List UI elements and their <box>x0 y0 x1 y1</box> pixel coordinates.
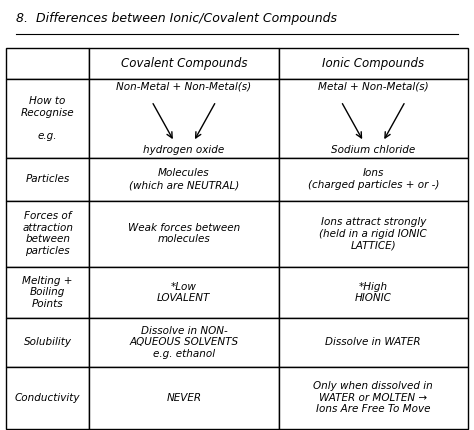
Bar <box>6 200 89 267</box>
Text: *Low
LOVALENT: *Low LOVALENT <box>157 282 210 303</box>
Bar <box>279 367 468 429</box>
Text: Dissolve in NON-
AQUEOUS SOLVENTS
e.g. ethanol: Dissolve in NON- AQUEOUS SOLVENTS e.g. e… <box>129 326 238 359</box>
Text: Covalent Compounds: Covalent Compounds <box>121 57 247 70</box>
Bar <box>6 48 89 79</box>
Bar <box>89 267 279 318</box>
Text: Dissolve in WATER: Dissolve in WATER <box>326 338 421 347</box>
Bar <box>6 367 89 429</box>
Bar <box>89 200 279 267</box>
Bar <box>89 158 279 200</box>
Bar <box>279 318 468 367</box>
Text: How to
Recognise

e.g.: How to Recognise e.g. <box>21 96 74 141</box>
Text: Molecules
(which are NEUTRAL): Molecules (which are NEUTRAL) <box>129 169 239 190</box>
Bar <box>279 200 468 267</box>
Text: Sodium chloride: Sodium chloride <box>331 145 415 155</box>
Bar <box>6 79 89 158</box>
Bar <box>6 267 89 318</box>
Bar <box>89 367 279 429</box>
Bar <box>279 79 468 158</box>
Text: Ionic Compounds: Ionic Compounds <box>322 57 424 70</box>
Bar <box>89 79 279 158</box>
Bar <box>89 318 279 367</box>
Text: Only when dissolved in
WATER or MOLTEN →
Ions Are Free To Move: Only when dissolved in WATER or MOLTEN →… <box>313 381 433 415</box>
Bar <box>279 158 468 200</box>
Text: NEVER: NEVER <box>166 393 201 403</box>
Text: Ions
(charged particles + or -): Ions (charged particles + or -) <box>308 169 439 190</box>
Bar <box>279 267 468 318</box>
Bar <box>279 48 468 79</box>
Bar <box>89 48 279 79</box>
Bar <box>6 318 89 367</box>
Text: Solubility: Solubility <box>24 338 72 347</box>
Text: *High
HIONIC: *High HIONIC <box>355 282 392 303</box>
Text: Conductivity: Conductivity <box>15 393 81 403</box>
Text: Weak forces between
molecules: Weak forces between molecules <box>128 223 240 244</box>
Text: Non-Metal + Non-Metal(s): Non-Metal + Non-Metal(s) <box>116 82 251 92</box>
Text: Melting +
Boiling
Points: Melting + Boiling Points <box>22 276 73 309</box>
Text: hydrogen oxide: hydrogen oxide <box>143 145 225 155</box>
Text: Ions attract strongly
(held in a rigid IONIC
LATTICE): Ions attract strongly (held in a rigid I… <box>319 217 427 250</box>
Bar <box>6 158 89 200</box>
Text: Particles: Particles <box>26 174 70 184</box>
Text: Metal + Non-Metal(s): Metal + Non-Metal(s) <box>318 82 428 92</box>
Text: 8.  Differences between Ionic/Covalent Compounds: 8. Differences between Ionic/Covalent Co… <box>16 12 337 25</box>
Text: Forces of
attraction
between
particles: Forces of attraction between particles <box>22 211 73 256</box>
